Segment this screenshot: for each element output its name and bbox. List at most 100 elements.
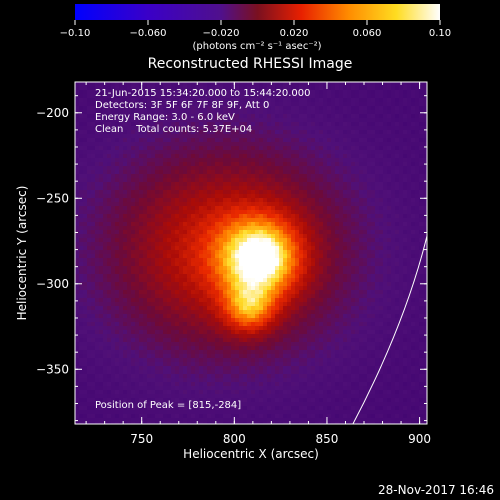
heatmap-cell	[235, 162, 240, 167]
heatmap-cell	[351, 182, 356, 187]
heatmap-cell	[251, 146, 256, 151]
heatmap-cell	[379, 302, 384, 307]
heatmap-cell	[395, 270, 400, 275]
heatmap-cell	[347, 270, 352, 275]
heatmap-cell	[307, 122, 312, 127]
heatmap-cell	[259, 306, 264, 311]
heatmap-cell	[359, 202, 364, 207]
heatmap-cell	[335, 278, 340, 283]
heatmap-cell	[303, 114, 308, 119]
heatmap-cell	[131, 130, 136, 135]
heatmap-cell	[351, 198, 356, 203]
heatmap-cell	[175, 238, 180, 243]
heatmap-cell	[191, 246, 196, 251]
heatmap-cell	[407, 138, 412, 143]
heatmap-cell	[255, 262, 260, 267]
heatmap-cell	[107, 98, 112, 103]
heatmap-cell	[223, 246, 228, 251]
heatmap-cell	[183, 206, 188, 211]
heatmap-cell	[291, 90, 296, 95]
heatmap-cell	[267, 118, 272, 123]
heatmap-cell	[95, 302, 100, 307]
heatmap-cell	[323, 82, 328, 87]
heatmap-cell	[279, 82, 284, 87]
heatmap-cell	[267, 126, 272, 131]
heatmap-cell	[395, 106, 400, 111]
heatmap-cell	[379, 158, 384, 163]
heatmap-cell	[215, 294, 220, 299]
heatmap-cell	[291, 234, 296, 239]
heatmap-cell	[419, 290, 424, 295]
heatmap-cell	[75, 266, 80, 271]
heatmap-cell	[75, 90, 80, 95]
heatmap-cell	[111, 286, 116, 291]
heatmap-cell	[271, 250, 276, 255]
heatmap-cell	[347, 146, 352, 151]
heatmap-cell	[327, 302, 332, 307]
heatmap-cell	[203, 182, 208, 187]
heatmap-cell	[367, 202, 372, 207]
heatmap-cell	[387, 122, 392, 127]
heatmap-cell	[279, 290, 284, 295]
heatmap-cell	[119, 186, 124, 191]
heatmap-cell	[263, 282, 268, 287]
heatmap-cell	[191, 154, 196, 159]
heatmap-cell	[227, 154, 232, 159]
heatmap-cell	[79, 226, 84, 231]
heatmap-cell	[415, 166, 420, 171]
heatmap-cell	[263, 246, 268, 251]
heatmap-cell	[307, 190, 312, 195]
heatmap-cell	[247, 202, 252, 207]
heatmap-cell	[231, 98, 236, 103]
heatmap-cell	[215, 186, 220, 191]
heatmap-cell	[239, 154, 244, 159]
heatmap-cell	[207, 134, 212, 139]
heatmap-cell	[95, 242, 100, 247]
heatmap-cell	[359, 270, 364, 275]
heatmap-cell	[347, 134, 352, 139]
heatmap-cell	[211, 130, 216, 135]
heatmap-cell	[207, 130, 212, 135]
heatmap-cell	[271, 254, 276, 259]
heatmap-cell	[115, 146, 120, 151]
heatmap-cell	[315, 150, 320, 155]
heatmap-cell	[159, 130, 164, 135]
heatmap-cell	[203, 266, 208, 271]
heatmap-cell	[335, 194, 340, 199]
heatmap-cell	[127, 210, 132, 215]
heatmap-cell	[175, 282, 180, 287]
heatmap-cell	[123, 154, 128, 159]
heatmap-cell	[211, 202, 216, 207]
heatmap-cell	[87, 254, 92, 259]
heatmap-cell	[199, 186, 204, 191]
heatmap-cell	[115, 238, 120, 243]
heatmap-cell	[159, 298, 164, 303]
heatmap-cell	[223, 142, 228, 147]
heatmap-cell	[263, 158, 268, 163]
heatmap-cell	[303, 238, 308, 243]
heatmap-cell	[383, 230, 388, 235]
heatmap-cell	[311, 126, 316, 131]
heatmap-cell	[327, 242, 332, 247]
heatmap-cell	[395, 226, 400, 231]
heatmap-cell	[119, 286, 124, 291]
heatmap-cell	[315, 278, 320, 283]
heatmap-cell	[403, 198, 408, 203]
heatmap-cell	[243, 246, 248, 251]
heatmap-cell	[423, 286, 427, 291]
heatmap-cell	[167, 266, 172, 271]
heatmap-cell	[331, 174, 336, 179]
heatmap-cell	[191, 242, 196, 247]
heatmap-cell	[215, 98, 220, 103]
heatmap-cell	[183, 286, 188, 291]
heatmap-cell	[347, 154, 352, 159]
heatmap-cell	[315, 158, 320, 163]
heatmap-cell	[75, 110, 80, 115]
heatmap-cell	[395, 114, 400, 119]
heatmap-cell	[275, 234, 280, 239]
heatmap-cell	[391, 106, 396, 111]
heatmap-cell	[315, 242, 320, 247]
heatmap-cell	[151, 122, 156, 127]
heatmap-cell	[95, 294, 100, 299]
heatmap-cell	[387, 194, 392, 199]
